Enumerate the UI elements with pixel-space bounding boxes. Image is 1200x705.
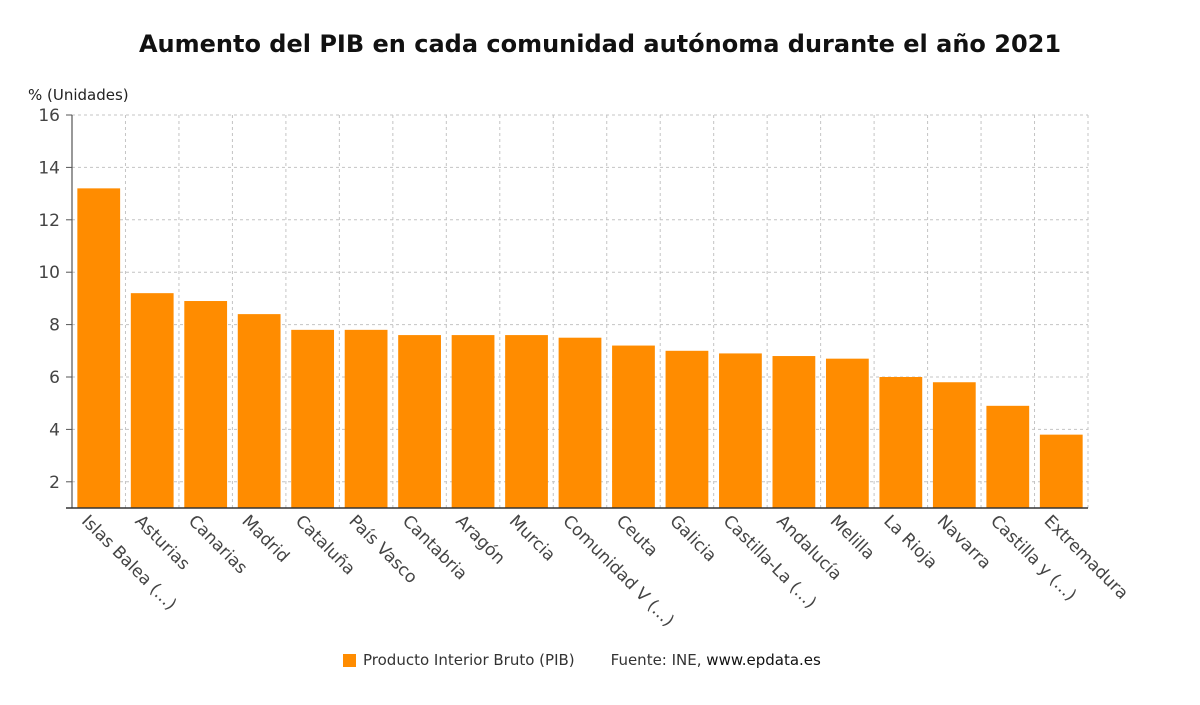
bar [719, 353, 762, 508]
y-tick-label: 4 [49, 420, 60, 440]
y-tick-label: 12 [38, 211, 60, 231]
bar [505, 335, 548, 508]
source-site[interactable]: www.epdata.es [706, 651, 821, 669]
bar [665, 350, 709, 508]
x-tick-label: Murcia [505, 511, 559, 565]
bar [1039, 434, 1083, 508]
bar [398, 335, 441, 508]
chart-title: Aumento del PIB en cada comunidad autóno… [138, 30, 1062, 58]
y-tick-label: 6 [49, 368, 60, 388]
bar [451, 335, 495, 508]
bar [612, 345, 655, 508]
x-tick-label: La Rioja [879, 511, 941, 573]
y-tick-label: 8 [49, 316, 60, 336]
y-tick-labels: 2 4 6 8 10 12 14 16 [38, 106, 60, 493]
x-tick-label: Melilla [826, 511, 879, 564]
bar [344, 329, 388, 508]
bars [77, 188, 1083, 509]
bar [986, 405, 1030, 508]
x-tick-label: Castilla-La (...) [719, 511, 820, 612]
bar [879, 377, 923, 508]
bar [130, 293, 174, 508]
y-tick-label: 16 [38, 106, 60, 126]
bar [932, 382, 976, 508]
bar [77, 188, 121, 509]
y-tick-label: 2 [49, 473, 60, 493]
x-tick-label: Navarra [933, 511, 995, 573]
bar [825, 358, 869, 508]
legend: Producto Interior Bruto (PIB) Fuente: IN… [343, 651, 821, 669]
bar [291, 329, 335, 508]
x-tick-label: Islas Balea (...) [77, 511, 180, 614]
y-tick-label: 14 [38, 158, 60, 178]
bar [237, 314, 281, 508]
bar [772, 356, 816, 508]
x-tick-labels: Islas Balea (...)AsturiasCanariasMadridC… [77, 511, 1132, 631]
y-tick-label: 10 [38, 263, 60, 283]
x-tick-label: Galicia [665, 511, 720, 566]
bar [558, 337, 602, 508]
axes [66, 114, 1088, 509]
bar [184, 301, 228, 508]
legend-label: Producto Interior Bruto (PIB) [363, 651, 575, 669]
source-label: Fuente: INE, [610, 651, 702, 669]
y-axis-label: % (Unidades) [28, 86, 129, 104]
legend-swatch [343, 653, 356, 667]
x-tick-label: Ceuta [612, 511, 662, 561]
